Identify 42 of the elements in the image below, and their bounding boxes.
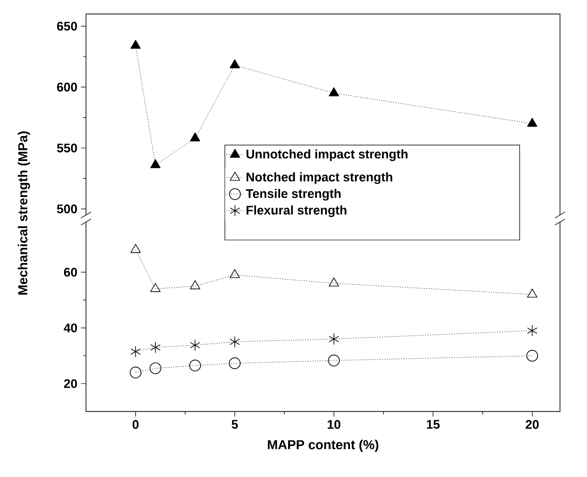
y-tick-label: 60 (64, 268, 77, 277)
y-tick-label: 500 (57, 204, 77, 214)
point (130, 366, 142, 378)
point (328, 354, 340, 366)
point (527, 118, 538, 127)
point (526, 350, 538, 362)
legend-label: Flexural strength (246, 205, 346, 218)
y-tick-label: 20 (64, 379, 77, 388)
point (150, 362, 162, 374)
point (150, 283, 161, 292)
point (150, 342, 161, 354)
point (230, 59, 240, 68)
y-tick-label: 550 (57, 144, 77, 152)
x-axis-title: MAPP content (%) (268, 440, 378, 452)
point (230, 336, 240, 348)
x-tick-label: 5 (232, 420, 238, 429)
point (130, 346, 141, 358)
legend-label: Tensile strength (246, 188, 341, 201)
point (527, 288, 538, 298)
point (230, 269, 240, 278)
point (189, 360, 201, 372)
x-tick-label: 15 (426, 420, 440, 429)
point (527, 324, 538, 337)
legend-label: Unnotched impact strength (246, 149, 408, 162)
x-tick-label: 20 (526, 420, 539, 429)
legend-label: Notched impact strength (246, 172, 392, 184)
point (328, 87, 340, 96)
y-tick-label: 600 (57, 82, 77, 92)
point (328, 277, 340, 286)
point (190, 132, 200, 142)
y-axis-title: Mechanical strength (MPa) (18, 131, 30, 295)
point (228, 357, 241, 370)
y-tick-label: 650 (57, 22, 77, 31)
point (150, 159, 161, 168)
point (130, 40, 141, 49)
x-tick-label: 0 (132, 420, 139, 429)
point (328, 333, 340, 345)
y-tick-label: 40 (64, 323, 77, 332)
point (130, 244, 141, 253)
point (190, 339, 200, 352)
x-tick-label: 10 (328, 420, 340, 429)
point (190, 280, 200, 290)
